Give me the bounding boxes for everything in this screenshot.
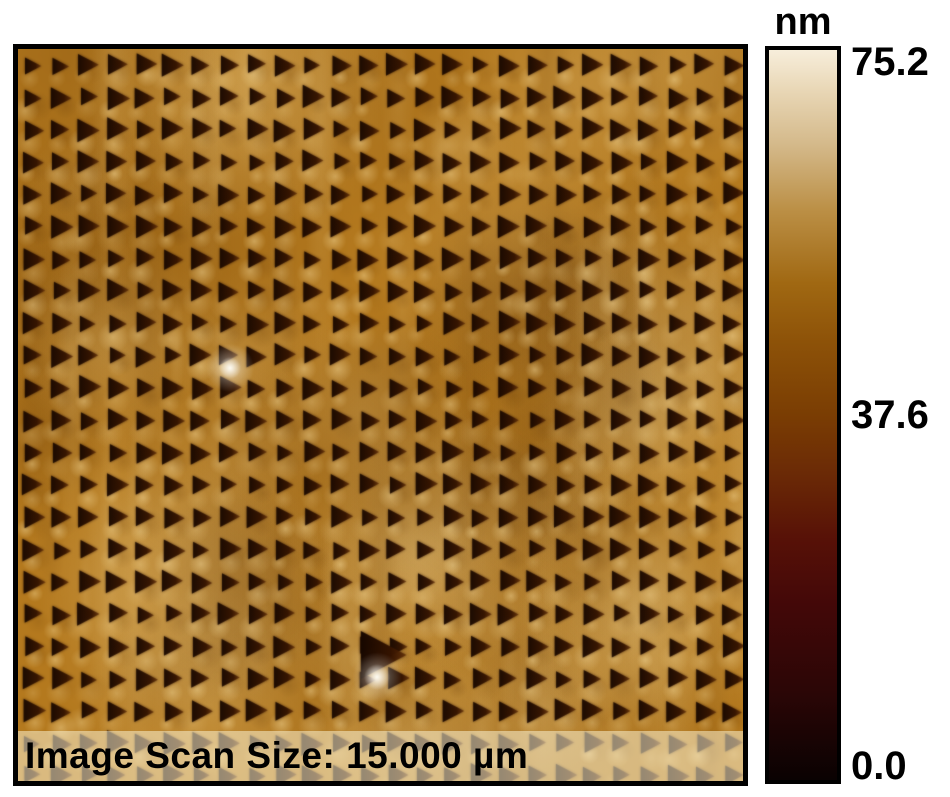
afm-image-frame: Image Scan Size: 15.000 µm [13, 44, 748, 786]
colorbar-tick-max: 75.2 [851, 40, 929, 84]
scan-size-label: Image Scan Size: 15.000 µm [25, 735, 529, 776]
colorbar [765, 46, 841, 784]
colorbar-tick-mid: 37.6 [851, 393, 929, 437]
colorbar-unit-label: nm [774, 1, 832, 43]
scan-size-overlay: Image Scan Size: 15.000 µm [18, 731, 743, 781]
afm-scan-image [18, 49, 743, 781]
colorbar-gradient [769, 50, 837, 780]
colorbar-tick-min: 0.0 [851, 744, 907, 788]
